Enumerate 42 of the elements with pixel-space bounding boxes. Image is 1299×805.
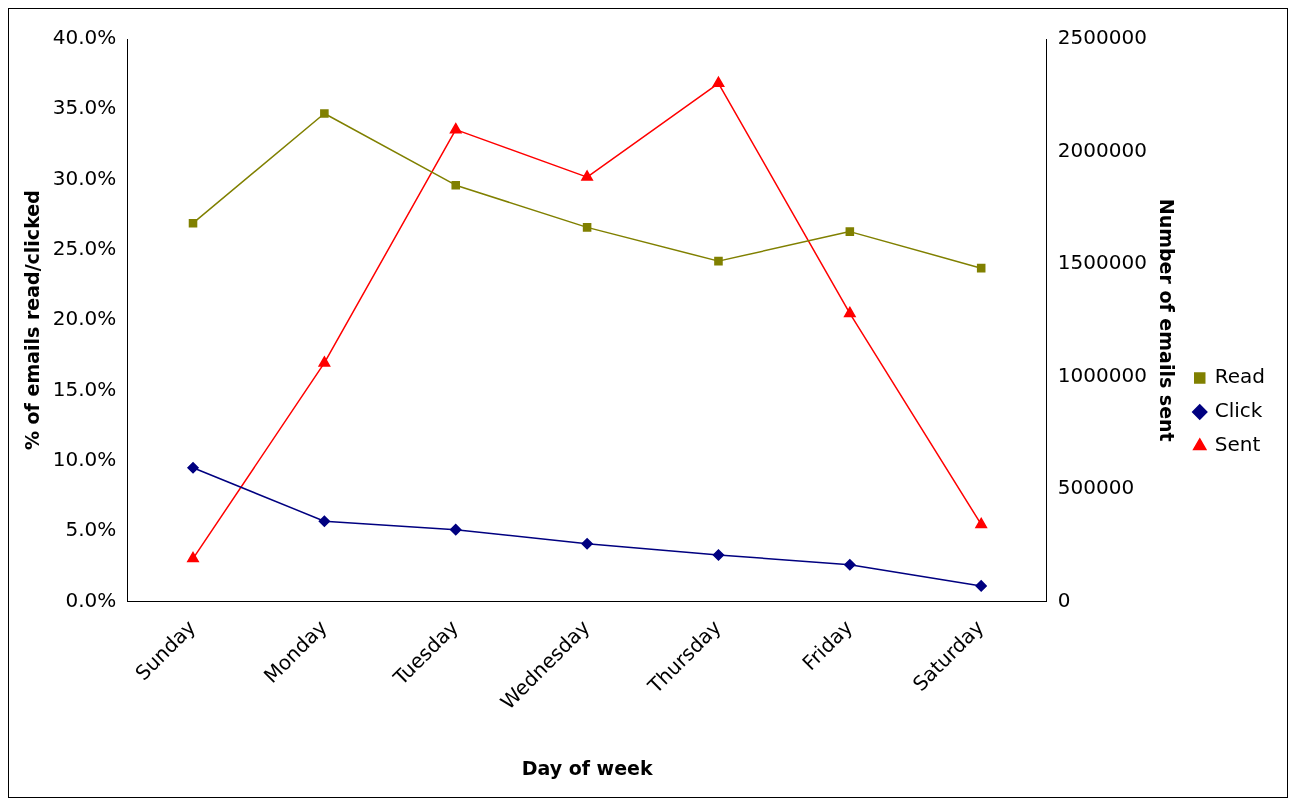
point [975, 580, 987, 592]
y-tick-label: 5.0% [65, 517, 117, 542]
y-tick-label: 10.0% [52, 446, 117, 471]
point [449, 122, 462, 134]
y-tick-label: 40.0% [52, 25, 117, 50]
x-axis-title: Day of week [521, 756, 653, 779]
y2-tick-label: 1000000 [1057, 362, 1147, 387]
point [188, 218, 198, 228]
point [451, 180, 461, 190]
point [449, 523, 462, 536]
y2-tick-label: 2500000 [1057, 25, 1147, 50]
y2-tick-label: 2000000 [1057, 137, 1147, 162]
y2-tick-label: 1500000 [1057, 250, 1147, 275]
point [712, 76, 725, 88]
point [582, 223, 592, 232]
point [318, 515, 331, 527]
point [845, 227, 855, 236]
y-tick-label: 15.0% [52, 376, 117, 401]
point [976, 263, 986, 273]
y-axis-title: % of emails read/clicked [21, 190, 44, 451]
y2-axis-title: Number of emails sent [1156, 198, 1179, 442]
point [844, 559, 856, 571]
point [187, 551, 199, 563]
point [581, 170, 594, 181]
y-tick-label: 30.0% [52, 165, 117, 190]
legend-label: Click [1214, 398, 1263, 423]
point [581, 537, 593, 550]
point [187, 462, 199, 474]
point [318, 356, 331, 367]
point [714, 256, 723, 266]
point [712, 549, 725, 561]
y-tick-label: 20.0% [52, 306, 117, 331]
y2-tick-label: 0 [1057, 587, 1071, 612]
legend-label: Sent [1214, 432, 1261, 457]
point [843, 306, 856, 318]
legend-label: Read [1214, 364, 1266, 389]
y-tick-label: 25.0% [52, 236, 117, 261]
y-tick-label: 35.0% [52, 95, 117, 120]
point [975, 517, 988, 529]
y2-tick-label: 500000 [1057, 475, 1135, 500]
y-tick-label: 0.0% [65, 587, 117, 612]
point [320, 109, 329, 118]
